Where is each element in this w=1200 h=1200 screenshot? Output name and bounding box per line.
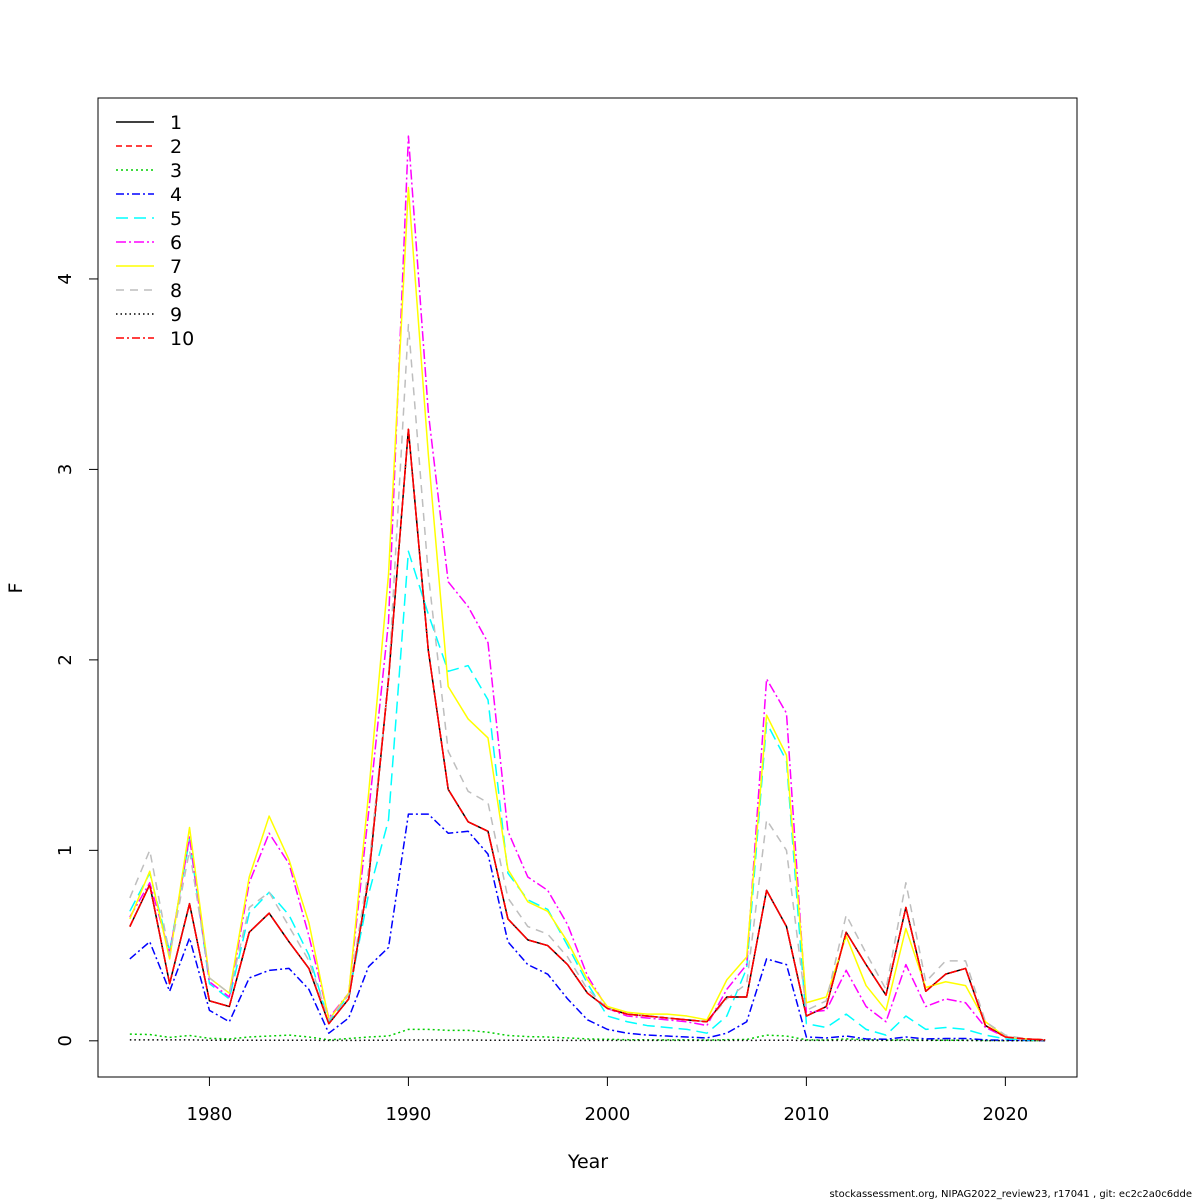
y-tick-label: 3 [55,464,76,475]
y-tick-label: 0 [55,1035,76,1046]
x-tick-label: 2000 [584,1104,630,1125]
x-tick-label: 2010 [783,1104,829,1125]
series-line-10 [129,428,1046,1041]
series-line-5 [129,550,1046,1041]
x-tick-label: 2020 [982,1104,1028,1125]
y-tick-label: 1 [55,845,76,856]
legend-label-4: 4 [170,184,182,206]
legend-label-6: 6 [170,232,182,254]
legend-label-3: 3 [170,160,182,182]
legend-label-9: 9 [170,304,182,326]
series-line-6 [129,135,1046,1041]
x-tick-label: 1980 [187,1104,233,1125]
series-line-3 [129,1028,1046,1042]
series-line-7 [129,186,1046,1041]
series-line-1 [129,428,1046,1041]
legend-label-7: 7 [170,256,182,278]
legend-label-8: 8 [170,280,182,302]
x-axis: 1980 1990 2000 2010 2020 [187,1076,1028,1125]
x-axis-title: Year [567,1151,608,1173]
series-layer [129,135,1046,1042]
series-line-2 [129,428,1046,1041]
series-line-8 [129,323,1046,1041]
y-tick-label: 2 [55,654,76,665]
y-axis: 0 1 2 3 4 [55,273,99,1047]
x-tick-label: 1990 [386,1104,432,1125]
legend-label-10: 10 [170,328,194,350]
legend-label-5: 5 [170,208,182,230]
footer-caption: stockassessment.org, NIPAG2022_review23,… [829,1189,1192,1200]
legend-label-2: 2 [170,136,182,158]
legend-label-1: 1 [170,112,182,134]
series-line-4 [129,813,1046,1042]
y-tick-label: 4 [55,273,76,284]
y-axis-title: F [5,583,27,594]
